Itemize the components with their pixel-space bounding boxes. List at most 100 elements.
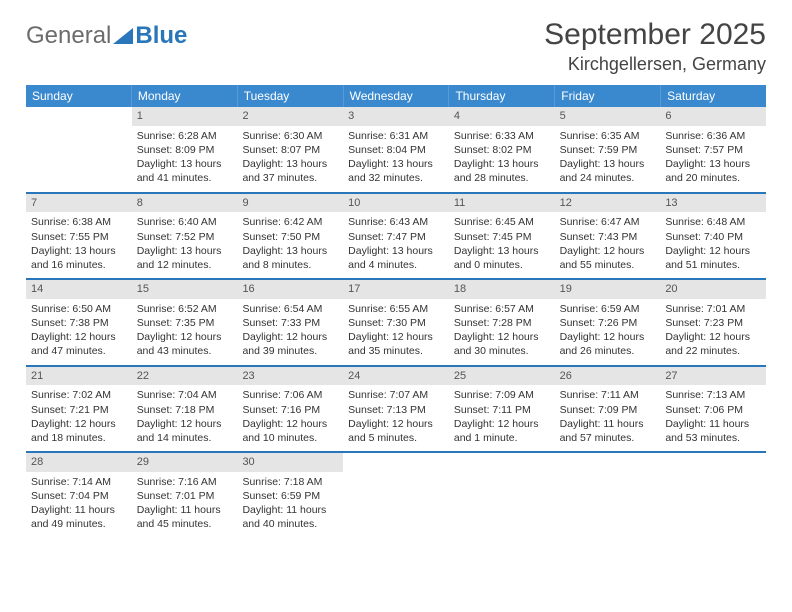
day-detail: Daylight: 13 hours bbox=[242, 244, 338, 258]
day-detail: Daylight: 11 hours bbox=[560, 417, 656, 431]
day-cell: 3Sunrise: 6:31 AMSunset: 8:04 PMDaylight… bbox=[343, 107, 449, 192]
day-detail: and 18 minutes. bbox=[31, 431, 127, 445]
day-number: 19 bbox=[555, 280, 661, 299]
logo-text-1: General bbox=[26, 22, 111, 50]
day-number: 11 bbox=[449, 194, 555, 213]
day-detail: Sunrise: 7:16 AM bbox=[137, 475, 233, 489]
day-detail: Sunrise: 6:57 AM bbox=[454, 302, 550, 316]
day-detail: and 4 minutes. bbox=[348, 258, 444, 272]
day-cell: 18Sunrise: 6:57 AMSunset: 7:28 PMDayligh… bbox=[449, 280, 555, 365]
day-detail: and 47 minutes. bbox=[31, 344, 127, 358]
day-detail: Sunrise: 7:18 AM bbox=[242, 475, 338, 489]
day-detail: and 20 minutes. bbox=[665, 171, 761, 185]
day-detail: Sunset: 7:28 PM bbox=[454, 316, 550, 330]
day-detail: and 30 minutes. bbox=[454, 344, 550, 358]
day-detail: Sunrise: 6:54 AM bbox=[242, 302, 338, 316]
day-detail: Daylight: 12 hours bbox=[454, 417, 550, 431]
day-detail: Daylight: 12 hours bbox=[137, 417, 233, 431]
day-detail: Daylight: 13 hours bbox=[665, 157, 761, 171]
day-detail: Sunset: 7:11 PM bbox=[454, 403, 550, 417]
day-header: Friday bbox=[555, 85, 661, 107]
day-detail: and 40 minutes. bbox=[242, 517, 338, 531]
day-detail: Sunrise: 6:43 AM bbox=[348, 215, 444, 229]
day-detail: Daylight: 11 hours bbox=[137, 503, 233, 517]
day-detail: Daylight: 12 hours bbox=[348, 330, 444, 344]
day-detail: and 35 minutes. bbox=[348, 344, 444, 358]
logo: General Blue bbox=[26, 22, 187, 50]
day-detail: Sunset: 7:06 PM bbox=[665, 403, 761, 417]
day-cell bbox=[555, 453, 661, 538]
day-cell: 26Sunrise: 7:11 AMSunset: 7:09 PMDayligh… bbox=[555, 367, 661, 452]
calendar: Sunday Monday Tuesday Wednesday Thursday… bbox=[26, 85, 766, 538]
day-detail: Sunrise: 6:55 AM bbox=[348, 302, 444, 316]
day-detail: Daylight: 13 hours bbox=[454, 244, 550, 258]
day-detail: Daylight: 12 hours bbox=[560, 244, 656, 258]
day-detail: Sunset: 8:07 PM bbox=[242, 143, 338, 157]
day-number: 9 bbox=[237, 194, 343, 213]
day-detail: Daylight: 12 hours bbox=[137, 330, 233, 344]
day-detail: Sunset: 7:47 PM bbox=[348, 230, 444, 244]
day-detail: Sunset: 7:45 PM bbox=[454, 230, 550, 244]
day-number: 10 bbox=[343, 194, 449, 213]
day-detail: Sunrise: 6:47 AM bbox=[560, 215, 656, 229]
day-number: 20 bbox=[660, 280, 766, 299]
day-detail: Sunset: 7:04 PM bbox=[31, 489, 127, 503]
day-detail: Sunset: 8:04 PM bbox=[348, 143, 444, 157]
day-cell: 23Sunrise: 7:06 AMSunset: 7:16 PMDayligh… bbox=[237, 367, 343, 452]
day-detail: and 12 minutes. bbox=[137, 258, 233, 272]
day-cell: 25Sunrise: 7:09 AMSunset: 7:11 PMDayligh… bbox=[449, 367, 555, 452]
day-detail: and 10 minutes. bbox=[242, 431, 338, 445]
day-detail: Sunset: 7:18 PM bbox=[137, 403, 233, 417]
day-detail: Sunset: 7:50 PM bbox=[242, 230, 338, 244]
day-number: 24 bbox=[343, 367, 449, 386]
day-detail: Sunrise: 7:01 AM bbox=[665, 302, 761, 316]
day-detail: Sunset: 7:52 PM bbox=[137, 230, 233, 244]
day-detail: Sunrise: 6:36 AM bbox=[665, 129, 761, 143]
day-detail: Sunrise: 6:45 AM bbox=[454, 215, 550, 229]
day-detail: Daylight: 13 hours bbox=[137, 157, 233, 171]
day-number: 4 bbox=[449, 107, 555, 126]
location-subtitle: Kirchgellersen, Germany bbox=[26, 54, 766, 75]
day-number: 27 bbox=[660, 367, 766, 386]
day-detail: Sunrise: 6:59 AM bbox=[560, 302, 656, 316]
day-detail: and 16 minutes. bbox=[31, 258, 127, 272]
day-detail: Sunrise: 7:07 AM bbox=[348, 388, 444, 402]
week-row: 28Sunrise: 7:14 AMSunset: 7:04 PMDayligh… bbox=[26, 453, 766, 538]
day-detail: and 24 minutes. bbox=[560, 171, 656, 185]
day-detail: Daylight: 13 hours bbox=[454, 157, 550, 171]
day-detail: Daylight: 12 hours bbox=[665, 244, 761, 258]
day-cell: 5 Sunrise: 6:35 AMSunset: 7:59 PMDaylight… bbox=[555, 107, 661, 192]
day-cell bbox=[343, 453, 449, 538]
day-cell: 17Sunrise: 6:55 AMSunset: 7:30 PMDayligh… bbox=[343, 280, 449, 365]
week-row: 1Sunrise: 6:28 AMSunset: 8:09 PMDaylight… bbox=[26, 107, 766, 194]
day-detail: Sunrise: 6:35 AM bbox=[560, 129, 656, 143]
day-number: 5 bbox=[555, 107, 661, 126]
day-cell: 14Sunrise: 6:50 AMSunset: 7:38 PMDayligh… bbox=[26, 280, 132, 365]
day-detail: and 43 minutes. bbox=[137, 344, 233, 358]
day-detail: Sunset: 7:59 PM bbox=[560, 143, 656, 157]
day-number: 6 bbox=[660, 107, 766, 126]
day-number: 30 bbox=[237, 453, 343, 472]
day-number: 18 bbox=[449, 280, 555, 299]
logo-text-2: Blue bbox=[135, 22, 187, 50]
day-detail: Sunrise: 6:30 AM bbox=[242, 129, 338, 143]
day-detail: Sunrise: 6:50 AM bbox=[31, 302, 127, 316]
day-number: 2 bbox=[237, 107, 343, 126]
day-cell: 6Sunrise: 6:36 AMSunset: 7:57 PMDaylight… bbox=[660, 107, 766, 192]
day-number: 3 bbox=[343, 107, 449, 126]
day-detail: and 55 minutes. bbox=[560, 258, 656, 272]
day-number: 29 bbox=[132, 453, 238, 472]
day-detail: Sunrise: 7:02 AM bbox=[31, 388, 127, 402]
day-detail: and 22 minutes. bbox=[665, 344, 761, 358]
day-cell: 9Sunrise: 6:42 AMSunset: 7:50 PMDaylight… bbox=[237, 194, 343, 279]
day-cell: 10Sunrise: 6:43 AMSunset: 7:47 PMDayligh… bbox=[343, 194, 449, 279]
day-detail: Sunrise: 6:38 AM bbox=[31, 215, 127, 229]
day-detail: Daylight: 13 hours bbox=[560, 157, 656, 171]
day-detail: Sunset: 7:26 PM bbox=[560, 316, 656, 330]
day-detail: Daylight: 11 hours bbox=[242, 503, 338, 517]
day-cell: 7Sunrise: 6:38 AMSunset: 7:55 PMDaylight… bbox=[26, 194, 132, 279]
day-detail: Daylight: 12 hours bbox=[31, 330, 127, 344]
day-detail: Sunset: 8:02 PM bbox=[454, 143, 550, 157]
day-number: 17 bbox=[343, 280, 449, 299]
day-detail: and 32 minutes. bbox=[348, 171, 444, 185]
